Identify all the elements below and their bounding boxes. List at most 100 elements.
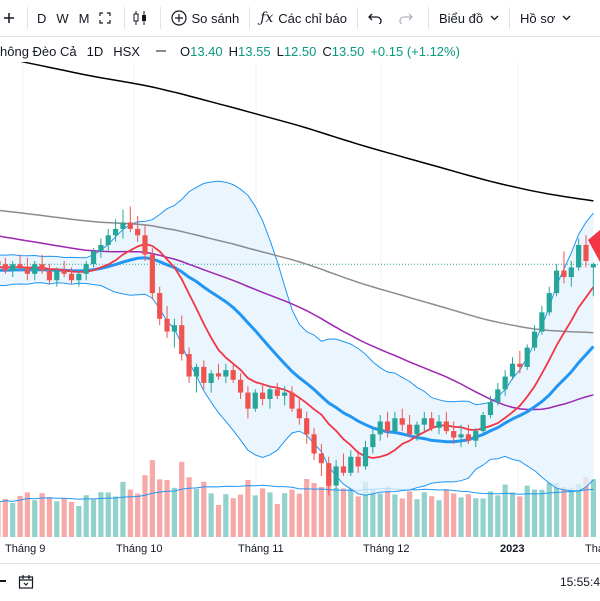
- volume-bar: [296, 493, 302, 537]
- candle: [215, 363, 222, 380]
- candle-body: [392, 418, 398, 432]
- compare-label: So sánh: [191, 10, 240, 26]
- candle: [554, 264, 560, 297]
- indicators-label: Các chỉ báo: [278, 10, 347, 26]
- candle: [127, 206, 133, 233]
- candle: [260, 382, 266, 406]
- candle-body: [164, 318, 170, 332]
- profile-label: Hồ sơ: [520, 10, 556, 26]
- candle: [142, 225, 148, 261]
- volume-bar: [458, 497, 464, 537]
- redo-button[interactable]: [393, 0, 424, 36]
- candle: [517, 350, 523, 374]
- candle-body: [186, 354, 192, 377]
- candle-body: [61, 270, 67, 274]
- candle: [487, 395, 494, 419]
- add-symbol-button[interactable]: [0, 0, 23, 36]
- candle: [451, 421, 457, 444]
- candle-body: [39, 264, 45, 271]
- undo-button[interactable]: [362, 0, 393, 36]
- volume-bar: [561, 487, 567, 537]
- volume-bar: [377, 493, 383, 537]
- candle: [113, 219, 119, 242]
- candle-body: [487, 402, 494, 416]
- candle-body: [370, 434, 376, 448]
- interval-m-button[interactable]: M: [74, 0, 95, 36]
- candle: [135, 216, 141, 242]
- volume-bar: [208, 493, 214, 537]
- candle: [304, 411, 310, 444]
- chart-style-button[interactable]: [129, 0, 156, 36]
- volume-bar: [171, 487, 177, 537]
- candle: [237, 373, 244, 399]
- candle-body: [237, 379, 244, 393]
- interval-w-button[interactable]: W: [51, 0, 73, 36]
- candle: [120, 209, 126, 239]
- candle: [98, 238, 104, 258]
- candle-body: [149, 254, 155, 294]
- candle-body: [274, 389, 280, 396]
- candle-body: [201, 366, 207, 383]
- volume-bar: [39, 493, 45, 537]
- candle-body: [539, 312, 545, 332]
- volume-bar: [414, 499, 420, 537]
- interval-d-button[interactable]: D: [32, 0, 51, 36]
- candle-body: [54, 270, 60, 281]
- time-label: Tháng 11: [238, 543, 284, 555]
- volume-bar: [480, 498, 486, 537]
- candle-body: [531, 331, 538, 348]
- time-axis[interactable]: Tháng 9 Tháng 10 Tháng 11 Tháng 12 2023 …: [0, 537, 600, 563]
- volume-bar: [355, 496, 361, 537]
- candle-body: [429, 418, 435, 428]
- indicators-button[interactable]: ƒx Các chỉ báo: [254, 0, 353, 36]
- bollinger-lower-line: [0, 282, 594, 496]
- candle: [171, 318, 177, 348]
- volume-bar: [83, 495, 89, 537]
- collapse-legend-icon[interactable]: [155, 50, 166, 52]
- candle-body: [46, 270, 53, 281]
- volume-bar: [230, 498, 236, 537]
- candle-body: [24, 267, 30, 274]
- symbol-exchange: HSX: [113, 43, 140, 59]
- candle: [333, 459, 339, 489]
- candle-body: [318, 453, 324, 464]
- bollinger-band-fill: [0, 181, 594, 496]
- candle-body: [311, 434, 317, 454]
- candle: [362, 440, 369, 470]
- expand-intervals-button[interactable]: [95, 0, 120, 36]
- volume-bar: [61, 498, 67, 537]
- volume-bar: [149, 460, 155, 537]
- separator: [159, 7, 161, 29]
- candle-body: [142, 235, 148, 255]
- volume-bar: [186, 477, 192, 537]
- volume-bar: [348, 488, 354, 537]
- volume-bar: [502, 484, 508, 537]
- date-range-icon[interactable]: [18, 574, 34, 593]
- candle-body: [230, 370, 236, 380]
- candle: [2, 257, 8, 274]
- candle-body: [480, 415, 486, 432]
- candle-body: [524, 347, 530, 367]
- candle-body: [223, 370, 229, 377]
- compare-button[interactable]: So sánh: [165, 0, 246, 36]
- volume-bar: [201, 481, 207, 537]
- volume-bar: [193, 488, 200, 537]
- price-chart[interactable]: [0, 62, 600, 537]
- symbol-interval: 1D: [86, 43, 104, 59]
- chart-type-dropdown[interactable]: Biểu đồ: [433, 0, 505, 36]
- scroll-indicator[interactable]: [0, 580, 6, 582]
- symbol-name[interactable]: hông Đèo Cả: [0, 43, 77, 59]
- volume-bar: [76, 506, 82, 537]
- candle-body: [76, 273, 82, 281]
- profile-dropdown[interactable]: Hồ sơ: [514, 0, 577, 36]
- volume-bar: [473, 498, 479, 537]
- volume-bar: [539, 489, 545, 537]
- plus-icon: [4, 13, 14, 23]
- volume-bar: [113, 496, 119, 537]
- volume-bar: [311, 483, 317, 537]
- candle: [561, 251, 567, 284]
- candle: [17, 254, 23, 271]
- volume-bar: [105, 492, 111, 537]
- candle-body: [590, 264, 596, 268]
- candle-body: [568, 267, 574, 278]
